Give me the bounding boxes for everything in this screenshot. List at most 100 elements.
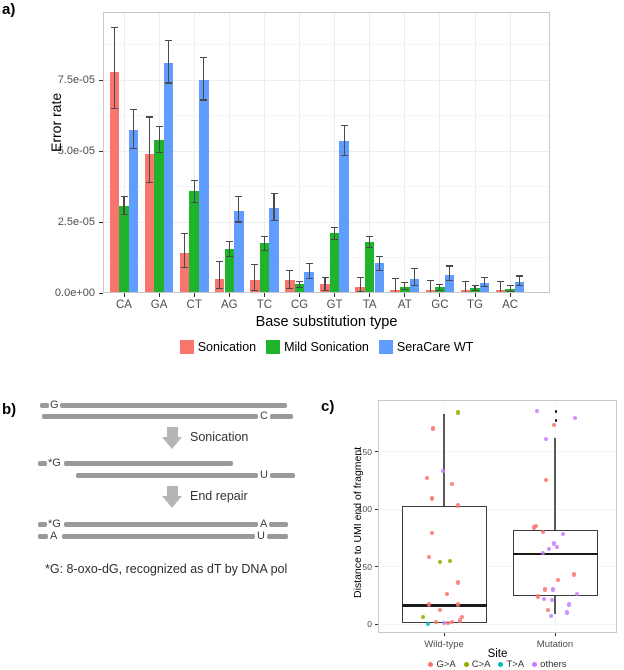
error-bar-line [123, 196, 125, 215]
legend-label: Sonication [197, 340, 257, 354]
point-G-to-A [555, 578, 561, 583]
error-bar-line [238, 196, 240, 223]
boxplot-legend: G>A C>A T>A others [378, 659, 617, 670]
bar-seracare-wt [128, 129, 139, 293]
v-gridline [334, 12, 336, 293]
bar-seracare-wt [234, 210, 244, 293]
error-bar-cap-top [506, 285, 514, 287]
error-bar-cap-top [516, 275, 524, 277]
bar-seracare-wt [163, 63, 174, 293]
y-tick-label: 5.0e-05 [57, 144, 95, 157]
error-bar-line [359, 277, 361, 292]
h-gridline-minor [103, 186, 550, 188]
x-tick-mark [334, 293, 336, 297]
legend-swatch [266, 340, 281, 354]
error-bar-cap-top [321, 276, 329, 278]
error-bar-cap-top [410, 267, 418, 269]
arrow-step-label: End repair [190, 489, 248, 503]
bar-mild-sonication [364, 241, 375, 293]
x-tick-mark [158, 293, 160, 297]
y-tick-label: 2.5e-05 [57, 215, 95, 228]
error-bar-cap-bottom [506, 290, 514, 292]
error-bar-line [413, 268, 415, 286]
point-G-to-A [424, 475, 430, 481]
y-tick-label: 0.0e+00 [54, 286, 95, 299]
point-G-to-A [449, 619, 455, 624]
bar-mild-sonication [224, 249, 235, 293]
dna-base-label: *G [48, 457, 61, 469]
legend-item-T-to-A: T>A [498, 659, 524, 670]
error-bar-cap-top [165, 39, 173, 41]
y-tick-mark [99, 150, 103, 152]
error-bar-cap-top [305, 262, 313, 264]
error-bar-line [429, 280, 431, 293]
dna-strand-segment [269, 522, 288, 527]
error-bar-line [378, 256, 380, 271]
point-G-to-A [543, 478, 549, 483]
panel-a-bar-chart: 0.0e+00 2.5e-05 5.0e-05 7.5e-05 CA GA CT AG TC CG… [48, 12, 550, 354]
error-bar-cap-bottom [235, 221, 243, 223]
bar-sonication [109, 71, 120, 293]
error-bar-cap-bottom [251, 289, 259, 291]
bar-mild-sonication [189, 190, 199, 293]
error-bar-line [439, 284, 441, 291]
error-bar-cap-top [356, 276, 364, 278]
error-bar-cap-top [497, 281, 504, 283]
error-bar-line [298, 281, 301, 288]
bar-mild-sonication [154, 139, 164, 293]
error-bar-cap-top [120, 195, 128, 198]
bar-seracare-wt [514, 281, 525, 293]
legend-item-seracare-wt: SeraCare WT [378, 340, 473, 354]
error-bar-line [289, 270, 291, 289]
whisker-upper [554, 437, 556, 530]
y-tick-mark [375, 451, 378, 452]
error-bar-cap-bottom [356, 291, 364, 293]
point-G-to-A [540, 529, 546, 535]
y-tick-label: 7.5e-05 [57, 73, 95, 86]
y-tick-label: 0 [367, 619, 372, 629]
point-G-to-A [430, 426, 436, 431]
error-bar-cap-bottom [146, 181, 153, 183]
bar-mild-sonication [119, 206, 129, 293]
h-gridline-minor [103, 257, 550, 259]
panel-b-dna-diagram: G C *G U *G A A U Sonication End repair [0, 380, 320, 670]
panel-a-label: a) [2, 1, 16, 18]
y-tick-mark [99, 79, 103, 81]
point-G-to-A [455, 602, 461, 607]
whisker-lower [554, 596, 556, 614]
x-tick-label: TC [256, 299, 273, 311]
h-gridline [378, 508, 617, 510]
x-tick-mark [404, 293, 406, 297]
y-tick-mark [99, 221, 103, 223]
v-gridline [439, 12, 441, 293]
y-tick-mark [375, 623, 378, 625]
legend-item-C-to-A: C>A [463, 659, 490, 670]
v-gridline [299, 12, 300, 293]
down-arrow-icon [166, 427, 178, 437]
error-bar-cap-bottom [190, 201, 198, 203]
error-bar-cap-bottom [446, 280, 453, 282]
bar-chart-plot-area: 0.0e+00 2.5e-05 5.0e-05 7.5e-05 CA GA CT AG TC CG… [54, 12, 550, 311]
bar-seracare-wt [479, 283, 490, 293]
point-others [441, 620, 447, 626]
boxplot-panel-border [378, 400, 617, 633]
error-bar-line [343, 125, 345, 156]
dna-base-label: A [50, 530, 58, 542]
error-bar-cap-top [155, 126, 163, 128]
bar-chart-legend: Sonication Mild Sonication SeraCare WT [103, 340, 550, 354]
legend-dot [532, 662, 538, 667]
legend-label: T>A [506, 659, 525, 670]
error-bar-cap-top [225, 241, 233, 243]
error-bar-line [219, 261, 221, 289]
legend-item-others: others [532, 659, 567, 670]
error-bar-line [499, 281, 502, 293]
error-bar-cap-bottom [366, 247, 374, 249]
error-bar-cap-top [146, 116, 153, 118]
dna-base-label: *G [48, 518, 61, 530]
legend-label: G>A [436, 659, 456, 670]
error-bar-cap-top [181, 232, 189, 234]
down-arrow-icon [166, 486, 178, 496]
error-bar-cap-bottom [260, 249, 268, 251]
error-bar-line [448, 266, 451, 281]
